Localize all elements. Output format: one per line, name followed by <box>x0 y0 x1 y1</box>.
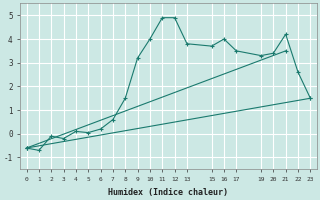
X-axis label: Humidex (Indice chaleur): Humidex (Indice chaleur) <box>108 188 228 197</box>
